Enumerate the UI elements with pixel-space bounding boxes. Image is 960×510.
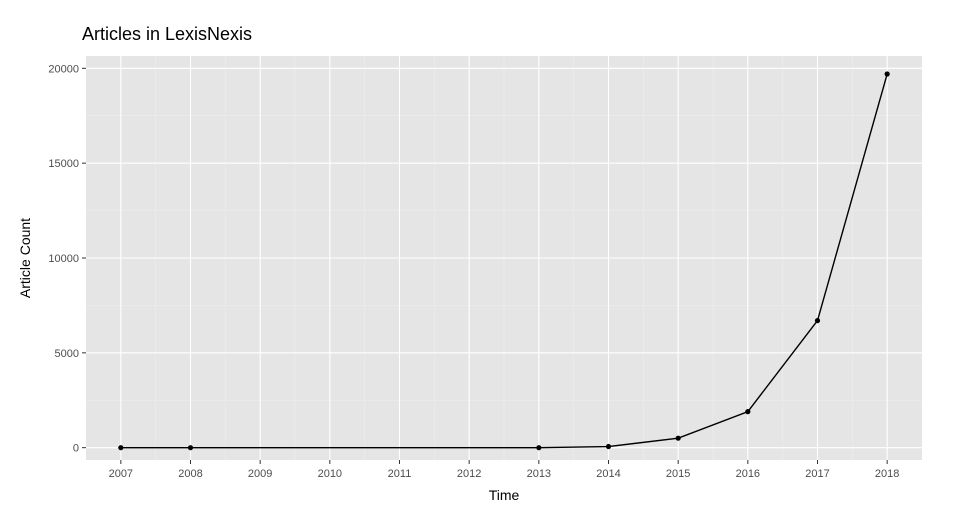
y-tick-label: 5000 — [55, 348, 79, 360]
y-tick-label: 0 — [73, 443, 79, 455]
x-tick-label: 2017 — [805, 468, 829, 480]
x-tick-label: 2007 — [109, 468, 133, 480]
data-point — [605, 443, 612, 450]
data-point — [536, 445, 542, 451]
data-point — [745, 409, 751, 415]
y-tick-label: 10000 — [48, 253, 79, 265]
x-tick-label: 2010 — [318, 468, 342, 480]
data-point — [118, 445, 124, 451]
x-tick-label: 2018 — [875, 468, 899, 480]
series-layer — [118, 71, 890, 451]
x-tick-label: 2013 — [527, 468, 551, 480]
data-point — [675, 435, 681, 441]
x-tick-label: 2014 — [596, 468, 620, 480]
x-tick-label: 2012 — [457, 468, 481, 480]
y-axis-title: Article Count — [17, 218, 33, 298]
series-line — [120, 73, 888, 449]
x-tick-label: 2016 — [736, 468, 760, 480]
grid-major — [86, 56, 922, 460]
data-point — [814, 317, 821, 324]
chart-title: Articles in LexisNexis — [82, 24, 253, 44]
x-tick-label: 2008 — [178, 468, 202, 480]
x-axis-title: Time — [489, 487, 520, 503]
data-point — [187, 445, 194, 451]
x-tick-label: 2015 — [666, 468, 690, 480]
data-point — [884, 71, 890, 77]
y-tick-label: 20000 — [48, 63, 79, 75]
x-tick-label: 2011 — [388, 468, 412, 480]
y-axis: 0 5000 10000 15000 20000 — [48, 63, 86, 455]
x-axis: 2007 2008 2009 2010 2011 2012 2013 2014 2015 2016… — [109, 460, 899, 480]
x-tick-label: 2009 — [248, 468, 272, 480]
y-tick-label: 15000 — [48, 158, 79, 170]
